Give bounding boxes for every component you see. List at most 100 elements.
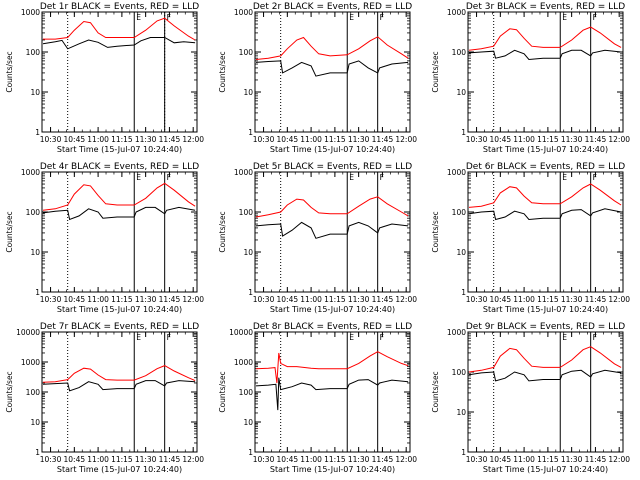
chart-title: Det 4r BLACK = Events, RED = LLD xyxy=(40,162,199,172)
vline-label: F xyxy=(167,173,171,182)
vline-label: F xyxy=(593,173,597,182)
y-tick-label: 1000 xyxy=(21,168,40,177)
y-tick-label: 10 xyxy=(30,418,40,427)
x-tick-label: 11:15 xyxy=(111,455,133,464)
x-tick-label: 11:45 xyxy=(372,455,394,464)
x-tick-label: 12:00 xyxy=(395,295,417,304)
y-tick-label: 100 xyxy=(239,208,254,217)
events-series-line xyxy=(255,377,409,411)
x-tick-label: 12:00 xyxy=(182,135,204,144)
vline-label: F xyxy=(167,333,171,342)
y-tick-label: 10 xyxy=(243,418,253,427)
y-axis-label: Counts/sec xyxy=(431,51,440,92)
x-tick-label: 11:30 xyxy=(135,135,157,144)
vline-label: E xyxy=(349,13,354,22)
y-tick-label: 1000 xyxy=(447,328,466,337)
lld-series-line xyxy=(468,346,622,373)
x-tick-label: 11:15 xyxy=(537,135,559,144)
chart-title: Det 5r BLACK = Events, RED = LLD xyxy=(253,162,412,172)
x-tick-label: 11:15 xyxy=(111,295,133,304)
x-tick-label: 10:30 xyxy=(253,135,275,144)
x-tick-label: 10:30 xyxy=(40,455,62,464)
x-tick-label: 11:45 xyxy=(585,455,607,464)
x-tick-label: 10:45 xyxy=(64,295,86,304)
x-tick-label: 12:00 xyxy=(395,455,417,464)
y-axis-label: Counts/sec xyxy=(5,51,14,92)
vline-label: F xyxy=(380,173,384,182)
y-axis-label: Counts/sec xyxy=(5,371,14,412)
plot-frame xyxy=(467,171,624,293)
x-tick-label: 11:30 xyxy=(561,135,583,144)
x-tick-label: 11:15 xyxy=(111,135,133,144)
lld-series-line xyxy=(255,196,409,218)
x-tick-label: 12:00 xyxy=(608,135,630,144)
x-tick-label: 12:00 xyxy=(608,455,630,464)
y-tick-label: 1000 xyxy=(447,8,466,17)
lld-series-line xyxy=(468,183,622,208)
events-series-line xyxy=(42,380,196,392)
x-tick-label: 11:30 xyxy=(348,455,370,464)
x-tick-label: 11:00 xyxy=(300,295,322,304)
x-tick-label: 11:00 xyxy=(513,295,535,304)
vline-label: E xyxy=(136,173,141,182)
y-tick-label: 1000 xyxy=(447,168,466,177)
vline-label: E xyxy=(136,333,141,342)
y-tick-label: 1 xyxy=(461,128,466,137)
y-tick-label: 10000 xyxy=(16,328,40,337)
plot-frame xyxy=(254,11,411,133)
x-tick-label: 10:45 xyxy=(277,295,299,304)
y-tick-label: 1 xyxy=(35,128,40,137)
vline-label: F xyxy=(167,13,171,22)
x-axis-label: Start Time (15-Jul-07 10:24:40) xyxy=(483,145,608,154)
x-tick-label: 11:45 xyxy=(585,135,607,144)
lld-series-line xyxy=(42,182,196,211)
y-axis-label: Counts/sec xyxy=(431,211,440,252)
vline-label: E xyxy=(562,173,567,182)
lld-series-line xyxy=(255,351,409,384)
x-tick-label: 11:00 xyxy=(87,295,109,304)
lld-series-line xyxy=(255,36,409,60)
vline-label: F xyxy=(380,333,384,342)
x-tick-label: 11:30 xyxy=(348,295,370,304)
vline-label: E xyxy=(562,333,567,342)
x-tick-label: 11:15 xyxy=(324,295,346,304)
vline-label: E xyxy=(136,13,141,22)
events-series-line xyxy=(255,221,409,239)
events-series-line xyxy=(468,49,622,61)
y-tick-label: 100 xyxy=(26,48,41,57)
chart-title: Det 6r BLACK = Events, RED = LLD xyxy=(466,162,625,172)
x-tick-label: 11:15 xyxy=(537,295,559,304)
chart-title: Det 2r BLACK = Events, RED = LLD xyxy=(253,2,412,12)
y-tick-label: 1000 xyxy=(21,358,40,367)
vline-label: E xyxy=(562,13,567,22)
lld-series-line xyxy=(468,26,622,51)
x-tick-label: 11:00 xyxy=(87,135,109,144)
y-tick-label: 100 xyxy=(452,368,467,377)
x-tick-label: 11:00 xyxy=(87,455,109,464)
chart-title: Det 3r BLACK = Events, RED = LLD xyxy=(466,2,625,12)
chart-title: Det 9r BLACK = Events, RED = LLD xyxy=(466,322,625,332)
x-axis-label: Start Time (15-Jul-07 10:24:40) xyxy=(270,145,395,154)
events-series-line xyxy=(42,37,196,50)
x-axis-label: Start Time (15-Jul-07 10:24:40) xyxy=(483,465,608,474)
y-tick-label: 1 xyxy=(461,448,466,457)
x-tick-label: 10:30 xyxy=(466,135,488,144)
vline-label: F xyxy=(593,333,597,342)
x-tick-label: 10:45 xyxy=(64,455,86,464)
x-tick-label: 11:30 xyxy=(135,295,157,304)
x-tick-label: 11:45 xyxy=(159,455,181,464)
y-tick-label: 10 xyxy=(456,248,466,257)
y-tick-label: 1 xyxy=(248,288,253,297)
plot-frame xyxy=(41,171,198,293)
y-tick-label: 1000 xyxy=(234,8,253,17)
chart-panel: Det 5r BLACK = Events, RED = LLD 1 10 100 10… xyxy=(218,162,417,314)
events-series-line xyxy=(255,60,409,77)
x-tick-label: 11:45 xyxy=(159,135,181,144)
y-tick-label: 10 xyxy=(243,248,253,257)
chart-title: Det 1r BLACK = Events, RED = LLD xyxy=(40,2,199,12)
y-axis-label: Counts/sec xyxy=(218,371,227,412)
vline-label: F xyxy=(593,13,597,22)
chart-panel: Det 9r BLACK = Events, RED = LLD 1 10 100 10… xyxy=(431,322,630,474)
x-tick-label: 11:00 xyxy=(513,455,535,464)
